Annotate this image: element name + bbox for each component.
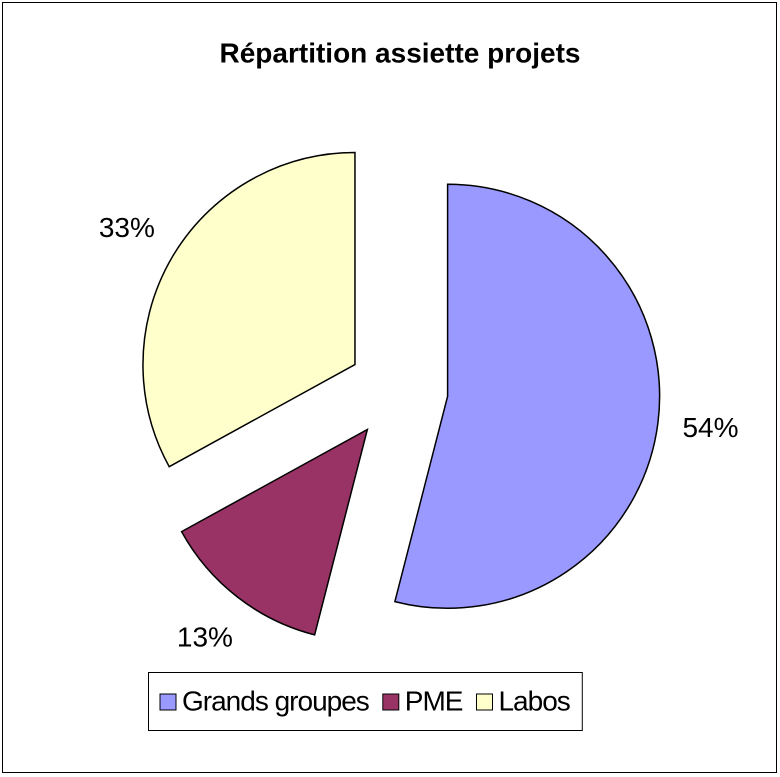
chart-title: Répartition assiette projets <box>220 37 581 68</box>
pie-slice <box>180 428 369 636</box>
data-label: 54% <box>682 412 738 443</box>
pie-slice <box>393 183 661 609</box>
data-label: 13% <box>177 621 233 652</box>
legend-swatch <box>159 693 177 711</box>
data-label: 33% <box>99 212 155 243</box>
legend-swatch <box>382 693 400 711</box>
pie-slice <box>142 151 356 468</box>
legend-label: PME <box>405 685 463 716</box>
legend-label: Labos <box>498 685 569 716</box>
legend-label: Grands groupes <box>182 685 369 716</box>
legend-swatch <box>475 693 493 711</box>
legend-box <box>148 672 583 731</box>
